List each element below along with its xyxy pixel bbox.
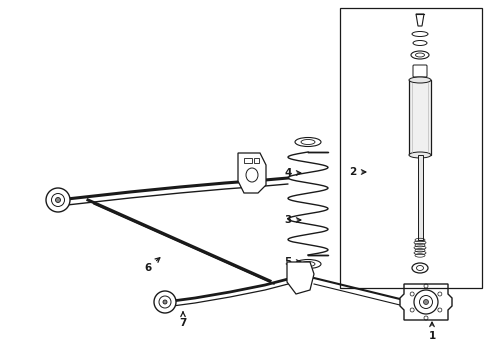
- Ellipse shape: [159, 296, 171, 308]
- Text: 7: 7: [179, 312, 187, 328]
- Polygon shape: [400, 284, 452, 320]
- Bar: [340, 8, 482, 288]
- Ellipse shape: [412, 263, 428, 273]
- Ellipse shape: [51, 194, 65, 207]
- Ellipse shape: [419, 296, 433, 309]
- FancyBboxPatch shape: [413, 65, 427, 77]
- Text: 4: 4: [284, 168, 301, 178]
- Ellipse shape: [423, 300, 428, 305]
- Ellipse shape: [416, 53, 424, 57]
- Ellipse shape: [55, 198, 60, 202]
- Text: 6: 6: [145, 258, 160, 273]
- Ellipse shape: [409, 77, 431, 83]
- Polygon shape: [238, 153, 266, 193]
- Ellipse shape: [295, 260, 321, 269]
- Text: 5: 5: [284, 257, 301, 267]
- Ellipse shape: [412, 31, 428, 36]
- Ellipse shape: [414, 290, 438, 314]
- Bar: [418, 155, 423, 240]
- Ellipse shape: [154, 291, 176, 313]
- Ellipse shape: [409, 152, 431, 158]
- Bar: [409, 80, 431, 155]
- Ellipse shape: [411, 51, 429, 59]
- Polygon shape: [287, 262, 314, 294]
- Text: 2: 2: [349, 167, 366, 177]
- Text: 1: 1: [428, 322, 436, 341]
- Bar: [244, 158, 252, 163]
- Bar: [254, 158, 259, 163]
- Ellipse shape: [46, 188, 70, 212]
- Text: 3: 3: [284, 215, 301, 225]
- Ellipse shape: [163, 300, 167, 304]
- Ellipse shape: [295, 138, 321, 147]
- Ellipse shape: [413, 40, 427, 45]
- Polygon shape: [416, 14, 424, 26]
